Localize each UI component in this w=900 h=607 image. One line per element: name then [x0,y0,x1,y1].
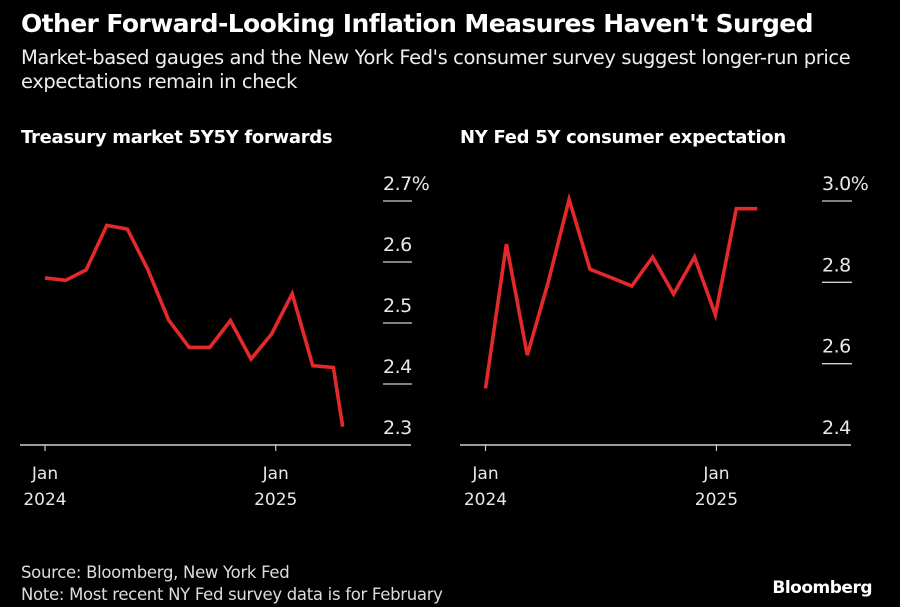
right-y-tick-label: 2.4 [822,417,851,439]
left-x-tick-label-month: Jan [31,464,58,484]
right-series-line [483,192,758,389]
right-x-tick-label-month: Jan [702,464,729,484]
right-panel-title: NY Fed 5Y consumer expectation [460,127,786,148]
right-x-tick-label-year: 2024 [464,490,507,510]
right-x-tick-label-month: Jan [471,464,498,484]
left-y-tick-label: 2.5 [383,295,412,317]
right-y-tick-label: 2.6 [822,336,851,358]
left-y-tick-label: 2.7% [383,173,429,195]
left-series-line [44,223,345,427]
footer: Source: Bloomberg, New York Fed Note: Mo… [21,562,443,606]
chart-title: Other Forward-Looking Inflation Measures… [21,9,813,38]
right-x-tick-label-year: 2025 [695,490,738,510]
left-x-tick-label-month: Jan [262,464,289,484]
left-x-tick-label-year: 2025 [254,490,297,510]
right-y-tick-label: 2.8 [822,254,851,276]
left-y-tick-label: 2.6 [383,234,412,256]
right-y-tick-label: 3.0% [822,173,868,195]
left-y-tick-label: 2.4 [383,356,412,378]
chart-subtitle: Market-based gauges and the New York Fed… [21,46,851,93]
source-note: Source: Bloomberg, New York Fed [21,563,290,582]
left-panel-title: Treasury market 5Y5Y forwards [21,127,333,148]
survey-note: Note: Most recent NY Fed survey data is … [21,585,443,604]
left-y-tick-label: 2.3 [383,417,412,439]
left-x-tick-label-year: 2024 [23,490,66,510]
bloomberg-logo: Bloomberg [772,578,872,598]
